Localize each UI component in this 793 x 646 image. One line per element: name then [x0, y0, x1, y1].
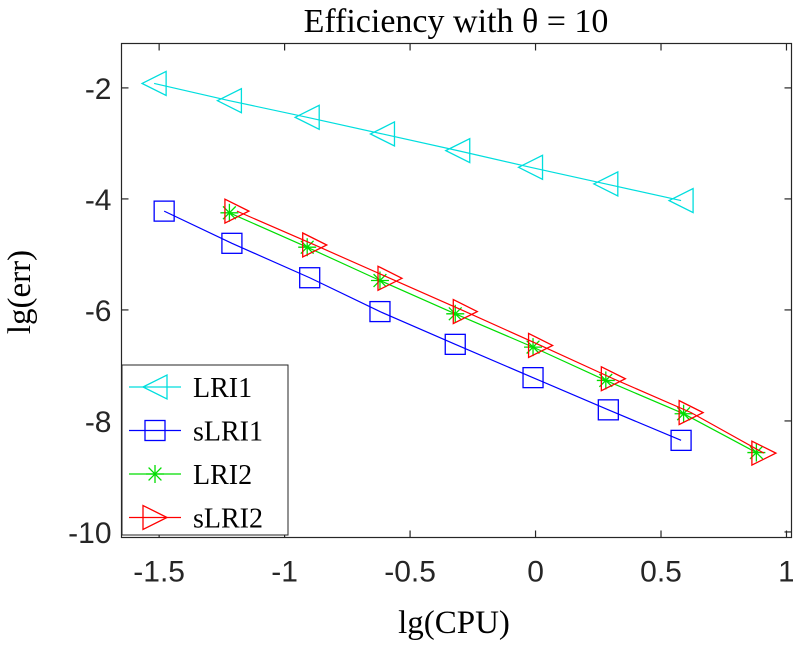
data-point [600, 365, 627, 392]
data-point [444, 333, 466, 355]
data-point [369, 120, 396, 148]
series-lri1 [140, 70, 694, 214]
data-point [444, 137, 471, 164]
x-tick-label: 0.5 [640, 556, 682, 589]
y-tick-label: -2 [85, 73, 112, 106]
series-line [153, 82, 682, 202]
legend: LRI1 sLRI1 LRI2 sLRI2 [121, 364, 289, 536]
x-tick-label: -0.5 [384, 556, 436, 589]
series-line [229, 212, 757, 454]
legend-marker [144, 419, 166, 442]
legend-item-slri2: sLRI2 [129, 504, 263, 535]
y-axis-label: lg(err) [2, 250, 38, 334]
legend-item-slri1: sLRI1 [129, 417, 263, 448]
data-point [377, 265, 404, 292]
data-point [674, 404, 693, 423]
data-point [517, 154, 544, 181]
data-point [153, 200, 175, 222]
data-point [527, 332, 555, 359]
data-point [293, 104, 320, 131]
data-point [751, 440, 778, 467]
data-point [302, 231, 329, 259]
y-tick-label: -6 [85, 295, 112, 328]
x-axis-label: lg(CPU) [398, 605, 510, 641]
y-tick-label: -8 [85, 406, 112, 439]
legend-label: LRI2 [193, 460, 252, 491]
data-point [140, 70, 167, 97]
data-point [298, 238, 317, 257]
y-tick-label: -4 [85, 184, 112, 217]
data-point [592, 170, 619, 197]
data-point [369, 300, 391, 323]
y-axis: -2 -4 -6 -8 -10 [68, 73, 792, 550]
data-point [597, 399, 619, 421]
data-point [522, 366, 544, 389]
data-point [670, 429, 692, 452]
data-point [452, 298, 479, 325]
data-point [224, 198, 251, 225]
series-layer [140, 70, 778, 467]
legend-item-lri2: LRI2 [129, 460, 252, 491]
chart-title: Efficiency with θ = 10 [304, 3, 609, 40]
data-point [524, 338, 543, 357]
x-tick-label: -1 [271, 556, 298, 589]
legend-marker [142, 504, 169, 531]
y-tick-label: -10 [68, 517, 111, 550]
legend-box [121, 364, 289, 536]
series-slri1 [153, 200, 692, 452]
legend-item-lri1: LRI1 [129, 373, 252, 404]
data-point [667, 187, 694, 214]
series-line [236, 210, 765, 454]
x-tick-label: -1.5 [133, 556, 185, 589]
x-tick-label: 1 [778, 556, 793, 589]
data-point [299, 267, 321, 289]
data-point [596, 371, 615, 390]
data-point [678, 399, 705, 426]
data-point [221, 232, 243, 254]
data-point [215, 87, 243, 114]
x-tick-label: 0 [527, 556, 544, 589]
legend-label: LRI1 [193, 373, 252, 404]
legend-marker [141, 373, 168, 401]
legend-marker [146, 465, 164, 483]
legend-label: sLRI2 [193, 504, 263, 535]
data-point [220, 203, 239, 222]
x-axis: -1.5 -1 -0.5 0 0.5 1 [133, 43, 793, 589]
series-slri2 [224, 198, 778, 467]
series-line [163, 210, 682, 441]
legend-label: sLRI1 [193, 417, 263, 448]
